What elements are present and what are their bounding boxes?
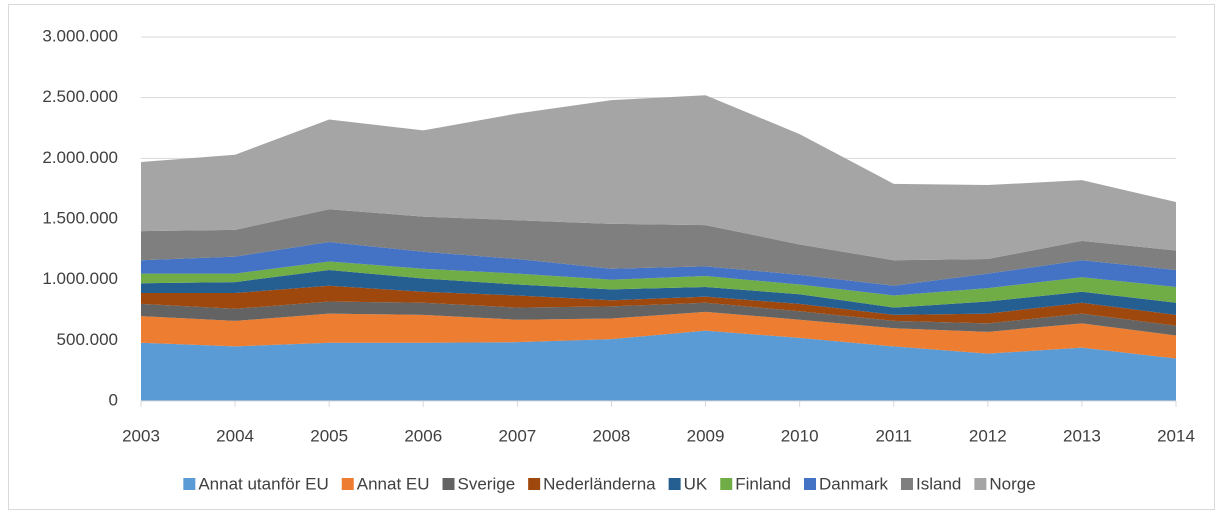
legend-swatch: [668, 478, 681, 490]
legend-swatch: [900, 478, 913, 490]
x-tick-label: 2004: [216, 426, 254, 445]
legend-label: Annat utanför EU: [198, 474, 328, 493]
x-tick-label: 2010: [781, 426, 819, 445]
legend-label: Island: [916, 474, 961, 493]
x-tick-label: 2013: [1063, 426, 1101, 445]
x-tick-label: 2007: [498, 426, 536, 445]
area: [141, 261, 1176, 308]
area: [141, 209, 1176, 286]
legend-label: Annat EU: [357, 474, 430, 493]
legend-swatch: [720, 478, 733, 490]
area: [141, 301, 1176, 336]
legend-label: Danmark: [819, 474, 888, 493]
legend-swatch: [341, 478, 354, 490]
legend-label: Finland: [735, 474, 791, 493]
legend: Annat utanför EU Annat EU Sverige Nederländ…: [183, 474, 1036, 493]
y-tick-label: 2.500.000: [42, 87, 118, 106]
y-tick-label: 0: [109, 390, 118, 409]
area: [141, 285, 1176, 326]
x-tick-label: 2006: [404, 426, 442, 445]
x-tick-label: 2003: [122, 426, 160, 445]
x-tick-label: 2009: [687, 426, 725, 445]
y-tick-label: 1.000.000: [42, 269, 118, 288]
y-tick-label: 2.000.000: [42, 148, 118, 167]
legend-label: UK: [684, 474, 708, 493]
area: [141, 330, 1176, 401]
legend-swatch: [804, 478, 817, 490]
x-tick-label: 2011: [875, 426, 912, 445]
y-tick-label: 1.500.000: [42, 208, 118, 227]
legend-label: Sverige: [458, 474, 516, 493]
area: [141, 95, 1176, 261]
legend-swatch: [528, 478, 541, 490]
legend-swatch: [442, 478, 455, 490]
y-tick-label: 3.000.000: [42, 26, 118, 45]
x-tick-label: 2014: [1157, 426, 1195, 445]
x-tick-label: 2005: [310, 426, 348, 445]
legend-swatch: [183, 478, 196, 490]
legend-label: Nederländerna: [543, 474, 656, 493]
y-tick-label: 500.000: [57, 330, 118, 349]
area: [141, 311, 1176, 359]
area: [141, 269, 1176, 315]
x-tick-label: 2008: [593, 426, 631, 445]
legend-swatch: [974, 478, 987, 490]
legend-label: Norge: [989, 474, 1035, 493]
x-tick-label: 2012: [969, 426, 1007, 445]
area: [141, 242, 1176, 296]
